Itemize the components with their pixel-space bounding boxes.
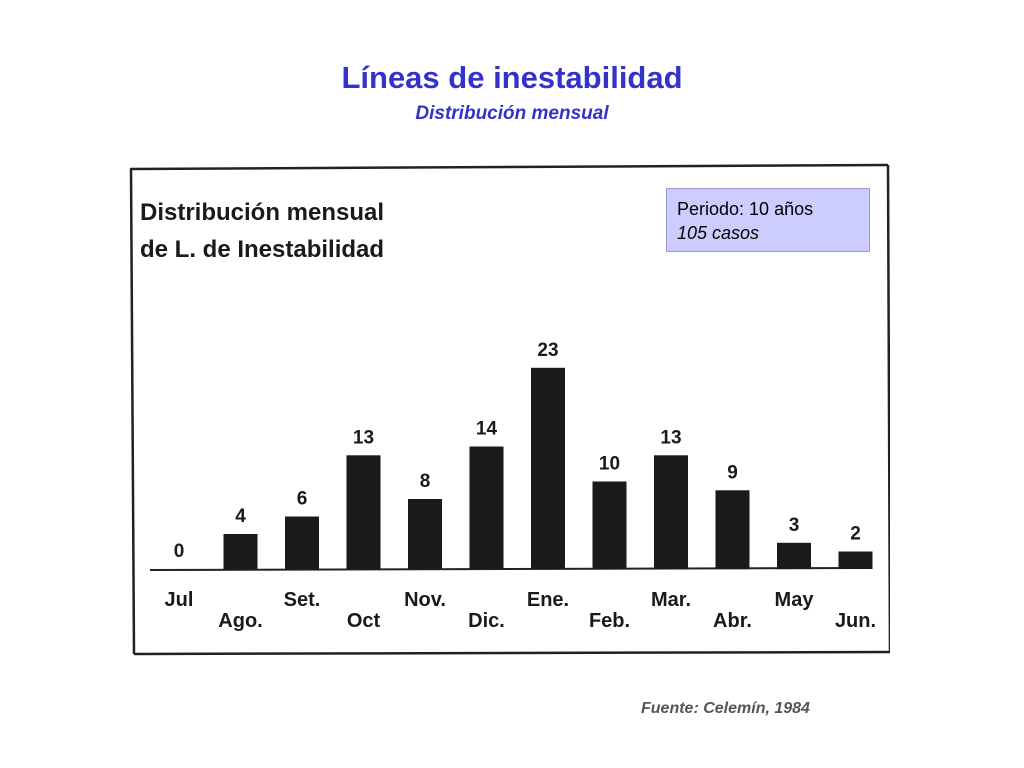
- info-cases: 105 casos: [677, 223, 760, 243]
- bar-3: [346, 455, 381, 570]
- value-label-9: 9: [727, 462, 738, 483]
- value-label-11: 2: [850, 524, 861, 545]
- frame-bottom: [133, 650, 890, 656]
- slide-title: Líneas de inestabilidad: [341, 60, 683, 95]
- value-label-2: 6: [297, 489, 308, 510]
- chart-title-line-1: Distribución mensual: [140, 199, 384, 226]
- month-label-8: Mar.: [651, 589, 691, 611]
- value-label-4: 8: [420, 471, 431, 492]
- month-label-6: Ene.: [527, 589, 569, 611]
- value-label-10: 3: [789, 515, 800, 536]
- month-label-7: Feb.: [589, 610, 630, 632]
- month-label-3: Oct: [347, 610, 381, 632]
- bar-6: [531, 367, 565, 570]
- month-label-10: May: [775, 589, 815, 611]
- frame-left: [129, 168, 136, 655]
- value-label-8: 13: [660, 427, 681, 448]
- bar-10: [777, 542, 811, 570]
- slide-subtitle: Distribución mensual: [415, 103, 609, 124]
- month-label-0: Jul: [165, 589, 194, 611]
- month-label-2: Set.: [284, 589, 321, 611]
- bar-1: [223, 534, 258, 569]
- bar-chart: Distribución mensual de L. de Inestabili…: [128, 163, 890, 657]
- bar-11: [838, 551, 873, 569]
- frame-right: [886, 164, 890, 653]
- month-label-4: Nov.: [404, 589, 446, 611]
- value-label-7: 10: [599, 454, 620, 475]
- bar-5: [469, 446, 504, 569]
- value-label-0: 0: [174, 541, 185, 562]
- month-label-9: Abr.: [713, 610, 752, 632]
- value-label-6: 23: [537, 340, 558, 361]
- frame-top: [129, 163, 889, 171]
- month-label-5: Dic.: [468, 610, 505, 632]
- bar-4: [408, 499, 442, 569]
- bar-2: [285, 516, 319, 569]
- month-label-11: Jun.: [835, 610, 876, 632]
- info-box: Periodo: 10 años 105 casos: [666, 188, 870, 252]
- chart-title-line-2: de L. de Inestabilidad: [140, 236, 384, 263]
- bar-8: [654, 455, 688, 570]
- value-label-1: 4: [235, 506, 246, 527]
- x-axis-line: [149, 567, 873, 571]
- bar-9: [715, 490, 750, 570]
- value-label-5: 14: [476, 419, 498, 440]
- bar-7: [592, 481, 627, 569]
- info-period: Periodo: 10 años: [677, 199, 814, 219]
- bars-layer: 0Jul4Ago.6Set.13Oct8Nov.14Dic.23Ene.10Fe…: [165, 340, 877, 632]
- value-label-3: 13: [353, 427, 374, 448]
- month-label-1: Ago.: [218, 610, 262, 632]
- source-citation: Fuente: Celemín, 1984: [641, 700, 810, 717]
- bar-chart-svg: Distribución mensual de L. de Inestabili…: [129, 163, 890, 656]
